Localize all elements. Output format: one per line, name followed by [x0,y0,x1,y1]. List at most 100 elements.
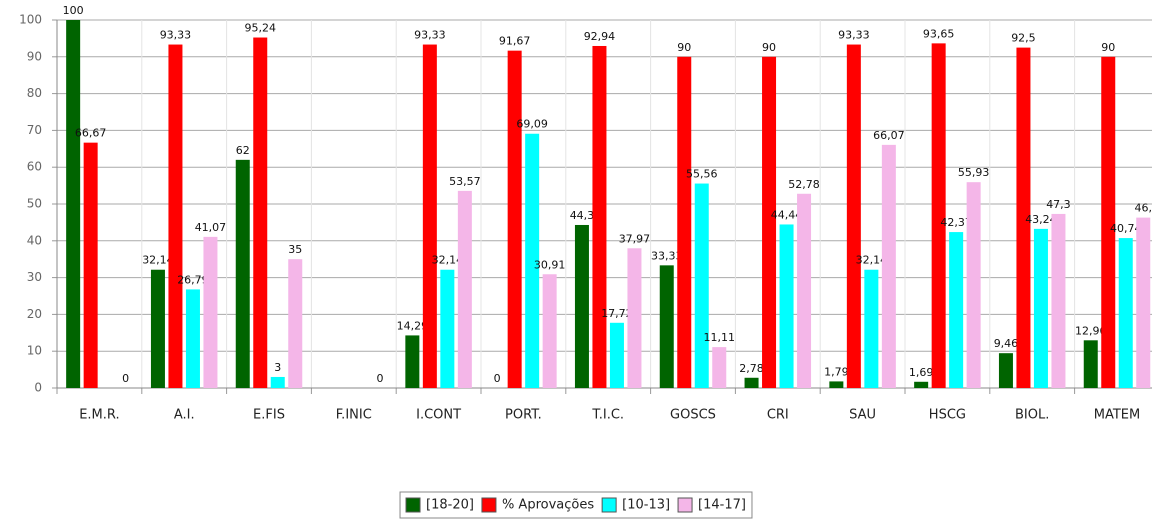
value-label: 0 [377,372,384,385]
value-label: 53,57 [449,175,481,188]
bar [966,182,981,388]
value-label: 66,07 [873,129,905,142]
value-label: 100 [63,4,84,17]
value-label: 47,3 [1046,198,1071,211]
bar [627,248,642,388]
bar [150,269,165,388]
value-label: 12,96 [1075,324,1107,337]
bar [609,322,624,388]
value-label: 95,24 [245,22,277,35]
bar [185,289,200,388]
bar [1136,217,1151,388]
bar [1051,213,1066,388]
legend-swatch [481,497,497,513]
x-tick-label: MATEM [1094,408,1140,423]
value-label: 62 [236,144,250,157]
y-tick-label: 20 [27,307,42,321]
x-tick-label: BIOL. [1015,408,1049,423]
value-label: 90 [1101,41,1115,54]
value-label: 55,93 [958,166,990,179]
value-label: 92,94 [584,30,616,43]
bar [440,269,455,388]
value-label: 14,29 [397,319,429,332]
value-label: 93,33 [414,29,446,42]
legend-box [399,491,753,519]
value-label: 33,33 [651,249,683,262]
y-tick-label: 90 [27,49,42,63]
value-label: 11,11 [704,331,736,344]
bar [422,44,437,389]
bar [694,183,709,388]
bar [881,144,896,388]
bar [1118,238,1133,388]
y-tick-label: 0 [34,381,42,395]
x-tick-label: F.INIC [336,408,372,423]
y-tick-label: 30 [27,270,42,284]
x-tick-label: CRI [767,408,789,423]
bar [288,259,303,388]
bar [864,269,879,388]
bar [457,190,472,388]
x-tick-label: E.FIS [253,408,285,423]
bar [779,224,794,388]
bar [203,236,218,388]
bar [829,381,844,388]
bar [1033,228,1048,388]
value-label: 35 [288,243,302,256]
bar [235,159,250,388]
legend-swatch [601,497,617,513]
value-label: 32,14 [432,254,464,267]
value-label: 32,14 [856,254,888,267]
value-label: 44,3 [570,209,595,222]
value-label: 43,24 [1025,213,1057,226]
value-label: 93,33 [160,29,192,42]
value-label: 40,74 [1110,222,1142,235]
value-label: 91,67 [499,35,531,48]
bar [1101,56,1116,389]
bar [270,376,285,388]
value-label: 52,78 [788,178,820,191]
bar [949,232,964,388]
bar [253,37,268,389]
value-label: 90 [677,41,691,54]
legend-label: [10-13] [622,498,670,513]
value-label: 37,97 [619,232,651,245]
legend: [18-20] % Aprovações [10-13] [14-17] [399,491,753,519]
bar [762,56,777,389]
legend-label: [14-17] [698,498,746,513]
y-tick-label: 50 [27,197,42,211]
bar [744,377,759,388]
x-tick-label: T.I.C. [591,408,624,423]
bar [931,43,946,388]
legend-swatch [405,497,421,513]
bar [659,265,674,388]
value-label: 2,78 [739,362,764,375]
bar [592,45,607,388]
bar [507,50,522,389]
value-label: 66,67 [75,127,107,140]
value-label: 3 [274,361,281,374]
bar [83,142,98,388]
x-tick-label: A.I. [174,408,195,423]
bar [574,224,589,388]
bar [1083,340,1098,388]
y-tick-label: 70 [27,123,42,137]
value-label: 0 [494,372,501,385]
x-tick-label: GOSCS [670,408,716,423]
value-label: 26,79 [177,273,209,286]
bar [677,56,692,389]
bar [168,44,183,389]
legend-label: [18-20] [426,498,474,513]
y-tick-label: 10 [27,344,42,358]
bar [405,335,420,388]
legend-swatch [677,497,693,513]
y-tick-label: 40 [27,233,42,247]
bar [846,44,861,389]
value-label: 1,79 [824,365,849,378]
value-label: 30,91 [534,258,566,271]
value-label: 9,46 [994,337,1019,350]
value-label: 17,72 [601,307,633,320]
x-tick-label: SAU [849,408,876,423]
value-label: 69,09 [516,118,548,131]
